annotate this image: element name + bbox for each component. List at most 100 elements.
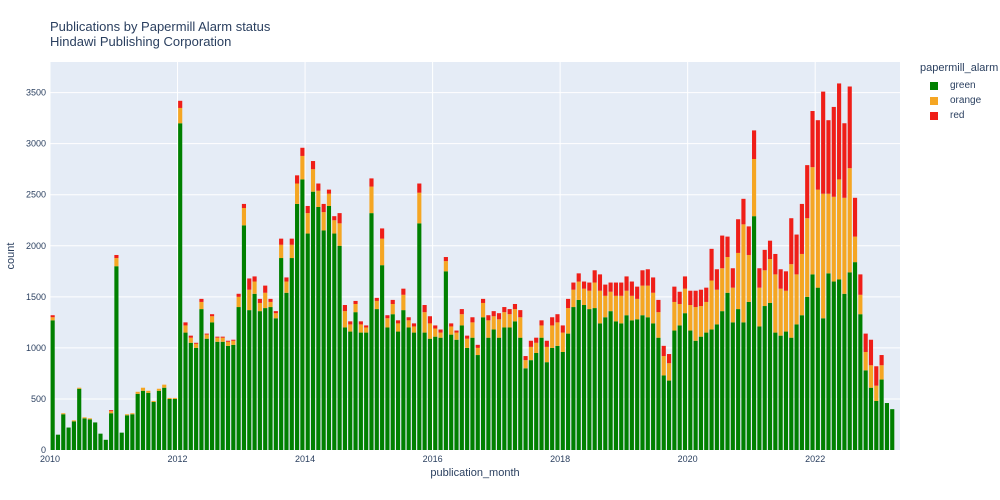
bar-orange bbox=[342, 311, 347, 328]
bar-red bbox=[481, 298, 486, 303]
bar-green bbox=[295, 203, 300, 450]
bar-orange bbox=[289, 244, 294, 259]
bar-red bbox=[220, 336, 225, 338]
bar-red bbox=[475, 344, 480, 348]
bar-orange bbox=[603, 295, 608, 318]
bar-orange bbox=[592, 282, 597, 309]
bar-green bbox=[114, 266, 119, 450]
legend-item-red[interactable]: red bbox=[920, 108, 998, 123]
bar-orange bbox=[433, 328, 438, 337]
bar-green bbox=[608, 311, 613, 450]
bar-green bbox=[651, 323, 656, 450]
bar-orange bbox=[539, 325, 544, 338]
bar-green bbox=[688, 330, 693, 450]
bar-green bbox=[842, 293, 847, 450]
x-tick-label: 2022 bbox=[805, 454, 825, 464]
bar-red bbox=[364, 325, 369, 328]
bar-red bbox=[252, 276, 257, 282]
bar-orange bbox=[661, 356, 666, 376]
bar-green bbox=[135, 393, 140, 450]
legend-item-green[interactable]: green bbox=[920, 78, 998, 93]
bar-orange bbox=[693, 307, 698, 341]
bar-orange bbox=[252, 281, 257, 294]
bar-red bbox=[491, 311, 496, 317]
bar-green bbox=[560, 351, 565, 450]
bar-green bbox=[805, 296, 810, 450]
bar-orange bbox=[688, 305, 693, 331]
bar-green bbox=[789, 337, 794, 450]
x-axis-ticks: 2010 2012 2014 2016 2018 2020 2022 bbox=[40, 454, 825, 464]
bar-orange bbox=[380, 238, 385, 266]
bar-orange bbox=[247, 289, 252, 311]
bar-orange bbox=[587, 290, 592, 310]
bar-green bbox=[486, 337, 491, 450]
x-tick-label: 2020 bbox=[678, 454, 698, 464]
legend-swatch bbox=[930, 96, 938, 105]
bar-green bbox=[831, 281, 836, 450]
bar-red bbox=[757, 268, 762, 288]
bar-red bbox=[810, 111, 815, 168]
bar-green bbox=[119, 432, 124, 450]
bar-green bbox=[204, 338, 209, 450]
bar-green bbox=[321, 230, 326, 450]
y-axis-label: count bbox=[5, 243, 17, 270]
bar-red bbox=[651, 277, 656, 293]
bar-orange bbox=[316, 190, 321, 207]
bar-green bbox=[762, 306, 767, 450]
bar-red bbox=[459, 309, 464, 315]
bar-green bbox=[890, 409, 895, 450]
bar-orange bbox=[815, 189, 820, 288]
bar-orange bbox=[215, 337, 220, 342]
bar-red bbox=[852, 197, 858, 237]
bar-red bbox=[868, 339, 874, 366]
bar-orange bbox=[257, 302, 262, 312]
bar-orange bbox=[805, 218, 810, 297]
bar-green bbox=[693, 340, 698, 450]
bar-red bbox=[422, 305, 427, 313]
bar-green bbox=[66, 427, 71, 450]
bar-green bbox=[730, 322, 735, 450]
bar-stacks bbox=[50, 83, 895, 451]
bar-green bbox=[581, 305, 587, 450]
bar-green bbox=[326, 205, 332, 450]
bar-orange bbox=[842, 197, 847, 294]
bar-orange bbox=[273, 313, 278, 319]
bar-orange bbox=[874, 385, 879, 401]
bar-orange bbox=[305, 213, 310, 234]
bar-orange bbox=[284, 281, 289, 293]
bar-orange bbox=[672, 301, 677, 331]
bar-orange bbox=[858, 294, 863, 315]
bar-orange bbox=[475, 347, 480, 356]
bar-red bbox=[114, 254, 119, 259]
bar-red bbox=[619, 282, 624, 296]
bar-orange bbox=[863, 351, 868, 371]
bar-orange bbox=[124, 414, 130, 416]
bar-orange bbox=[714, 289, 719, 325]
bar-orange bbox=[364, 327, 369, 333]
bar-green bbox=[778, 335, 783, 450]
bar-red bbox=[380, 228, 385, 239]
bar-red bbox=[241, 203, 247, 209]
bar-orange bbox=[666, 363, 672, 381]
bar-green bbox=[98, 433, 103, 450]
bar-green bbox=[316, 206, 321, 450]
bar-red bbox=[279, 238, 284, 245]
bar-red bbox=[773, 253, 778, 275]
bar-green bbox=[401, 310, 406, 450]
bar-orange bbox=[417, 192, 422, 224]
legend-item-orange[interactable]: orange bbox=[920, 93, 998, 108]
bar-orange bbox=[502, 312, 507, 328]
bar-red bbox=[847, 86, 852, 169]
bar-red bbox=[741, 198, 746, 225]
bar-red bbox=[677, 291, 682, 304]
bar-green bbox=[613, 321, 618, 450]
bar-orange bbox=[651, 292, 656, 324]
bar-red bbox=[316, 183, 321, 191]
bar-red bbox=[433, 325, 438, 329]
bar-orange bbox=[528, 346, 533, 361]
x-tick-label: 2010 bbox=[40, 454, 60, 464]
bar-orange bbox=[624, 290, 629, 316]
bar-red bbox=[863, 333, 868, 352]
bar-green bbox=[109, 413, 114, 450]
bar-green bbox=[411, 332, 417, 450]
